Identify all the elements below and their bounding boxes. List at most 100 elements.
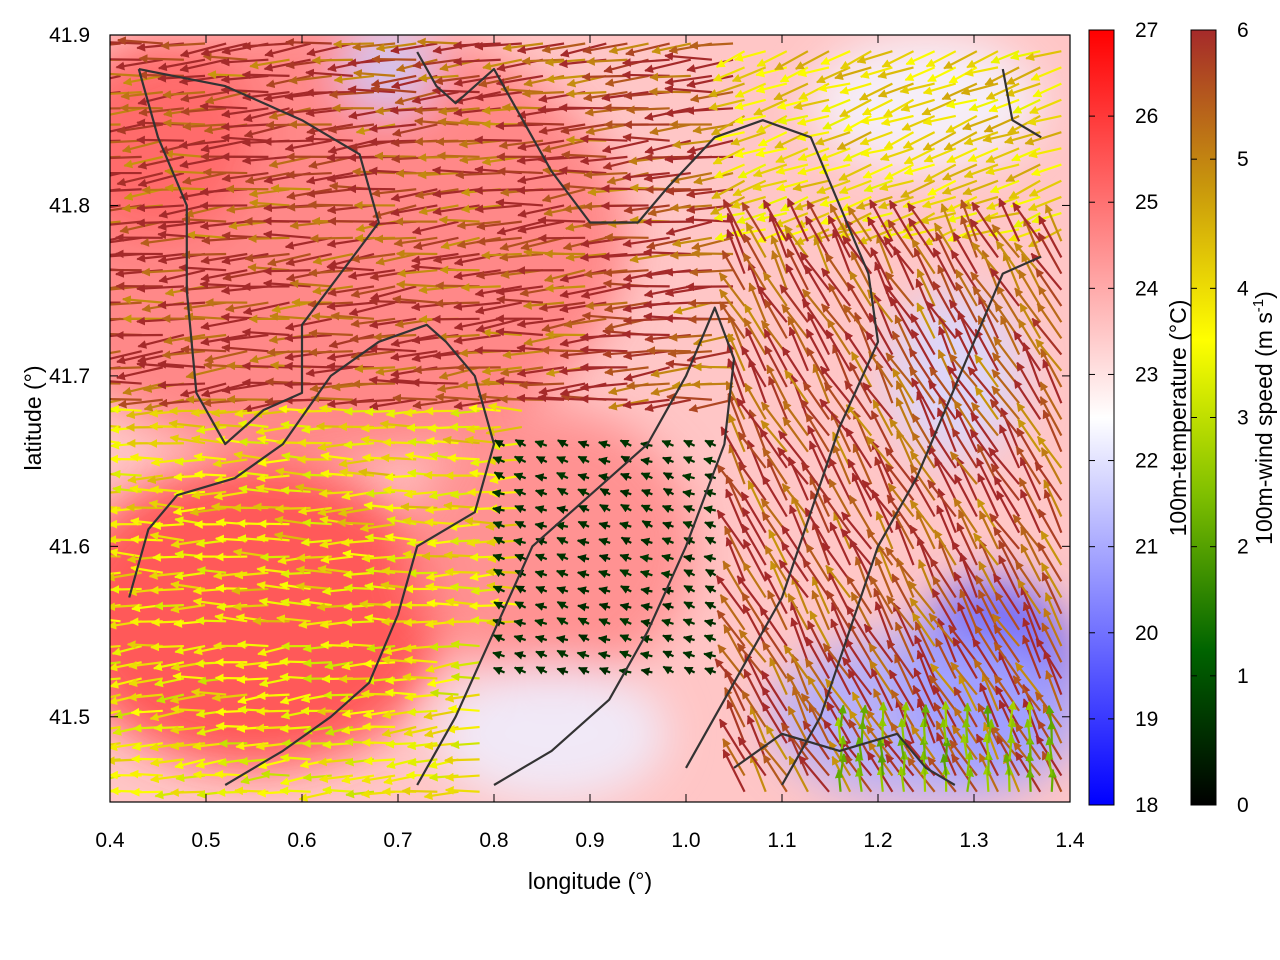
wind-arrow	[838, 179, 872, 195]
wind-arrow	[110, 74, 121, 80]
wind-arrow	[880, 114, 914, 127]
wind-arrow	[623, 366, 670, 382]
wind-arrow	[110, 204, 142, 212]
wind-arrow	[215, 721, 248, 731]
wind-arrow	[537, 215, 586, 225]
wind-arrow	[370, 74, 417, 88]
wind-arrow	[839, 98, 872, 118]
wind-arrow	[444, 755, 480, 765]
wind-arrow	[392, 393, 438, 403]
wind-arrow	[148, 421, 184, 431]
wind-arrow	[160, 41, 206, 51]
wind-arrow	[184, 312, 227, 322]
wind-arrow	[274, 504, 311, 514]
wind-arrow	[985, 147, 1020, 163]
wind-arrow	[1028, 179, 1062, 197]
temperature-colorbar-label: 100m-temperature (°C)	[1165, 300, 1191, 537]
wind-arrow	[348, 301, 396, 317]
wind-arrow	[495, 327, 544, 337]
wind-arrow	[1008, 179, 1041, 200]
wind-arrow	[130, 535, 163, 544]
wind-arrow	[432, 252, 480, 264]
wind-arrow	[600, 252, 649, 261]
wind-arrow	[622, 236, 670, 248]
wind-arrow	[541, 188, 586, 203]
wind-arrow	[136, 203, 184, 213]
wind-arrow	[734, 98, 766, 111]
wind-arrow	[110, 380, 142, 385]
wind-arrow	[157, 300, 206, 310]
plot-area	[109, 34, 1071, 803]
x-axis-label: longitude (°)	[528, 868, 652, 894]
wind-arrow	[691, 236, 734, 251]
wind-arrow	[157, 58, 206, 72]
wind-arrow	[110, 619, 121, 623]
wind-arrow	[312, 252, 354, 265]
wind-arrow	[393, 236, 438, 248]
wind-arrow	[121, 139, 164, 154]
wind-arrow	[621, 329, 670, 339]
temperature-colorbar-gradient	[1088, 29, 1115, 806]
wind-arrow	[343, 583, 375, 593]
wind-arrow	[438, 366, 480, 380]
wind-arrow	[523, 333, 565, 347]
wind-colorbar-tick-label: 3	[1237, 407, 1249, 430]
wind-arrow	[352, 42, 396, 52]
wind-arrow	[110, 139, 121, 143]
wind-arrow	[561, 182, 607, 191]
wind-arrow	[179, 155, 227, 169]
wind-arrow	[712, 66, 745, 82]
wind-arrow	[983, 114, 1020, 133]
wind-arrow	[309, 234, 353, 243]
wind-arrow	[180, 91, 227, 103]
wind-arrow	[110, 366, 142, 370]
wind-arrow	[444, 567, 480, 577]
wind-arrow	[110, 398, 121, 404]
wind-arrow	[204, 350, 248, 364]
wind-arrow	[943, 131, 978, 151]
wind-colorbar-tick-label: 2	[1237, 536, 1249, 559]
temperature-patch	[436, 665, 667, 802]
wind-arrow	[902, 212, 936, 232]
wind-arrow	[862, 163, 893, 179]
x-tick-label: 0.7	[383, 829, 412, 852]
wind-arrow	[305, 188, 354, 199]
wind-arrow	[178, 139, 227, 150]
wind-arrow	[269, 312, 311, 321]
wind-arrow	[559, 301, 607, 314]
wind-arrow	[859, 66, 893, 79]
wind-arrow	[215, 583, 248, 593]
wind-arrow	[241, 70, 290, 80]
wind-arrow	[737, 163, 767, 179]
wind-arrow	[434, 392, 480, 402]
wind-arrow	[162, 90, 206, 99]
wind-arrow	[1025, 701, 1035, 728]
wind-arrow	[226, 394, 269, 404]
wind-arrow	[521, 89, 565, 98]
wind-arrow	[621, 70, 670, 80]
wind-arrow	[149, 531, 185, 542]
wind-arrow	[371, 188, 417, 198]
wind-arrow	[860, 147, 893, 158]
wind-arrow	[923, 163, 957, 183]
wind-arrow	[302, 658, 332, 668]
wind-arrow	[110, 301, 142, 306]
temperature-colorbar-tick-label: 23	[1135, 363, 1158, 386]
wind-arrow	[122, 74, 163, 86]
wind-arrow	[899, 82, 935, 95]
wind-arrow	[834, 66, 872, 81]
wind-arrow	[360, 689, 396, 699]
wind-arrow	[664, 267, 712, 277]
wind-arrow	[449, 536, 480, 546]
wind-arrow	[330, 311, 375, 321]
wind-arrow	[818, 147, 851, 162]
wind-arrow	[883, 98, 915, 118]
wind-arrow	[625, 105, 670, 115]
wind-arrow	[817, 82, 851, 93]
wind-arrow	[688, 267, 734, 277]
temperature-colorbar-tick-label: 20	[1135, 622, 1158, 645]
wind-arrow	[179, 58, 227, 73]
wind-colorbar-label-main: 100m-wind speed (m s	[1251, 312, 1277, 545]
wind-arrow	[629, 252, 670, 264]
wind-arrow	[117, 398, 163, 409]
